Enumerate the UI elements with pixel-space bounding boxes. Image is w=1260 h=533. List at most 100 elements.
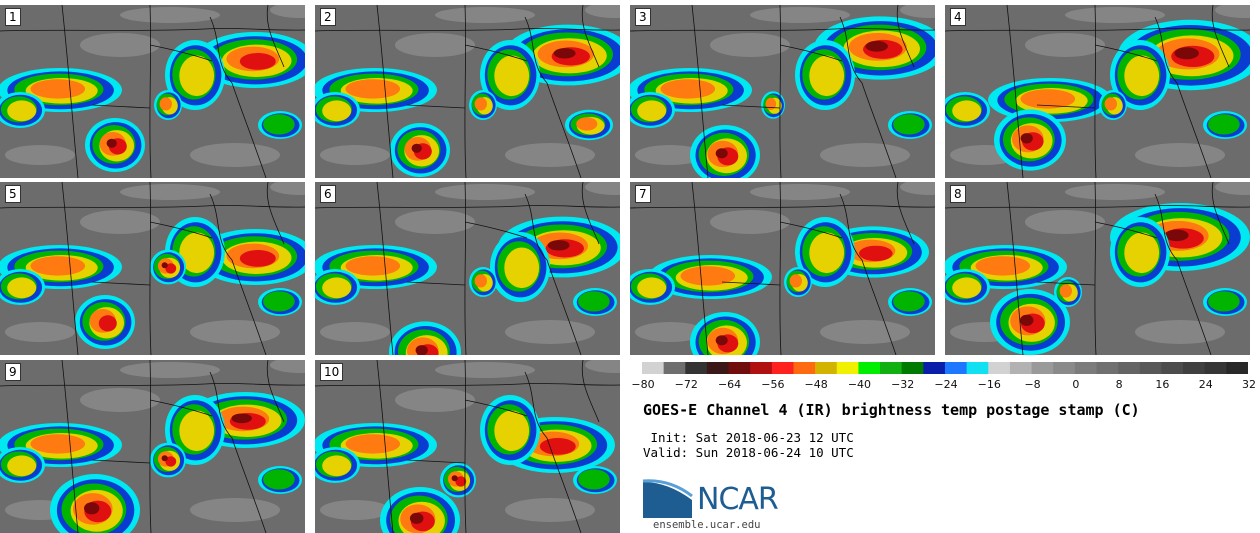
colorbar-tick: −40: [847, 378, 872, 391]
state-border-line: [464, 399, 528, 417]
panel-map-graphic: [0, 360, 305, 533]
panel-map-graphic: [630, 182, 935, 355]
state-border-line: [721, 104, 781, 109]
colorbar-tick: 24: [1198, 378, 1213, 391]
state-border-line: [1006, 182, 1024, 355]
cloud-haze: [1135, 143, 1225, 167]
cloud-top-contour: [7, 455, 37, 477]
cloud-haze: [190, 143, 280, 167]
colorbar-tick: 8: [1115, 378, 1123, 391]
state-border-line: [61, 182, 79, 355]
cloud-haze: [900, 182, 935, 195]
cloud-haze: [505, 498, 595, 522]
state-border-line: [209, 16, 267, 178]
cloud-top-contour: [680, 266, 736, 286]
cloud-top-contour: [263, 114, 295, 135]
state-border-line: [1006, 5, 1024, 178]
state-border-line: [630, 205, 935, 209]
state-border-line: [149, 5, 152, 178]
state-border-line: [896, 182, 915, 245]
ncar-logo-icon: [642, 479, 693, 518]
state-border-line: [839, 193, 897, 355]
cloud-haze: [585, 360, 620, 373]
cloud-top-contour: [504, 247, 540, 289]
cloud-top-contour: [159, 97, 172, 111]
colorbar-segment: [642, 362, 665, 374]
cloud-top-contour: [7, 277, 37, 299]
map-panel-3: 3: [630, 5, 935, 178]
colorbar-segment: [923, 362, 946, 374]
cloud-top-contour: [322, 455, 352, 477]
colorbar-segment: [945, 362, 968, 374]
panel-label: 10: [320, 363, 344, 381]
cloud-haze: [320, 322, 390, 342]
colorbar-segment: [1226, 362, 1248, 374]
cloud-top-contour: [715, 335, 728, 346]
panel-map-graphic: [945, 5, 1250, 178]
cloud-top-contour: [7, 100, 37, 122]
state-border-line: [1211, 182, 1230, 245]
cloud-top-contour: [231, 413, 252, 424]
cloud-haze: [190, 498, 280, 522]
map-panel-7: 7: [630, 182, 935, 355]
cloud-top-contour: [547, 240, 570, 251]
cloud-top-contour: [660, 79, 716, 99]
colorbar-segment: [663, 362, 686, 374]
cloud-top-contour: [179, 410, 215, 452]
cloud-top-contour: [409, 512, 424, 524]
map-panel-1: 1: [0, 5, 305, 178]
cloud-top-contour: [30, 79, 86, 99]
state-border-line: [1094, 182, 1097, 355]
cloud-haze: [190, 320, 280, 344]
cloud-top-contour: [1174, 47, 1199, 60]
cloud-haze: [320, 500, 390, 520]
state-border-line: [149, 221, 213, 239]
cloud-top-contour: [539, 438, 576, 455]
cloud-haze: [435, 362, 535, 378]
cloud-haze: [80, 388, 160, 412]
cloud-haze: [120, 184, 220, 200]
cloud-haze: [585, 182, 620, 195]
state-border-line: [266, 182, 285, 245]
cloud-top-contour: [1059, 284, 1072, 298]
state-border-line: [464, 44, 528, 62]
panel-label: 4: [950, 8, 966, 26]
cloud-top-contour: [165, 263, 177, 274]
panel-map-graphic: [945, 182, 1250, 355]
state-border-line: [149, 44, 213, 62]
colorbar-segment: [750, 362, 773, 374]
colorbar-segment: [771, 362, 795, 374]
cloud-top-contour: [474, 274, 487, 288]
colorbar-tick: −56: [761, 378, 785, 391]
cloud-top-contour: [322, 277, 352, 299]
panel-map-graphic: [630, 5, 935, 178]
cloud-haze: [270, 360, 305, 373]
state-border-line: [406, 104, 466, 109]
cloud-haze: [505, 143, 595, 167]
cloud-top-contour: [715, 148, 728, 159]
panel-label: 8: [950, 185, 966, 203]
colorbar-segment: [1183, 362, 1206, 374]
state-border-line: [315, 205, 620, 209]
cloud-haze: [5, 322, 75, 342]
state-border-line: [779, 221, 843, 239]
cloud-top-contour: [345, 256, 401, 276]
cloud-haze: [80, 210, 160, 234]
cloud-haze: [585, 5, 620, 18]
state-border-line: [1036, 104, 1096, 109]
colorbar-segment: [728, 362, 751, 374]
state-border-line: [91, 459, 151, 464]
cloud-top-contour: [1124, 232, 1160, 274]
colorbar-segment: [1096, 362, 1119, 374]
cloud-top-contour: [345, 434, 401, 454]
cloud-top-contour: [637, 100, 667, 122]
map-panel-6: 6: [315, 182, 620, 355]
colorbar-segment: [1053, 362, 1076, 374]
cloud-haze: [395, 388, 475, 412]
cloud-top-contour: [1104, 97, 1117, 111]
cloud-top-contour: [474, 97, 487, 111]
cloud-top-contour: [1208, 114, 1240, 135]
state-border-line: [0, 28, 305, 32]
cloud-top-contour: [809, 55, 845, 97]
state-border-line: [406, 281, 466, 286]
